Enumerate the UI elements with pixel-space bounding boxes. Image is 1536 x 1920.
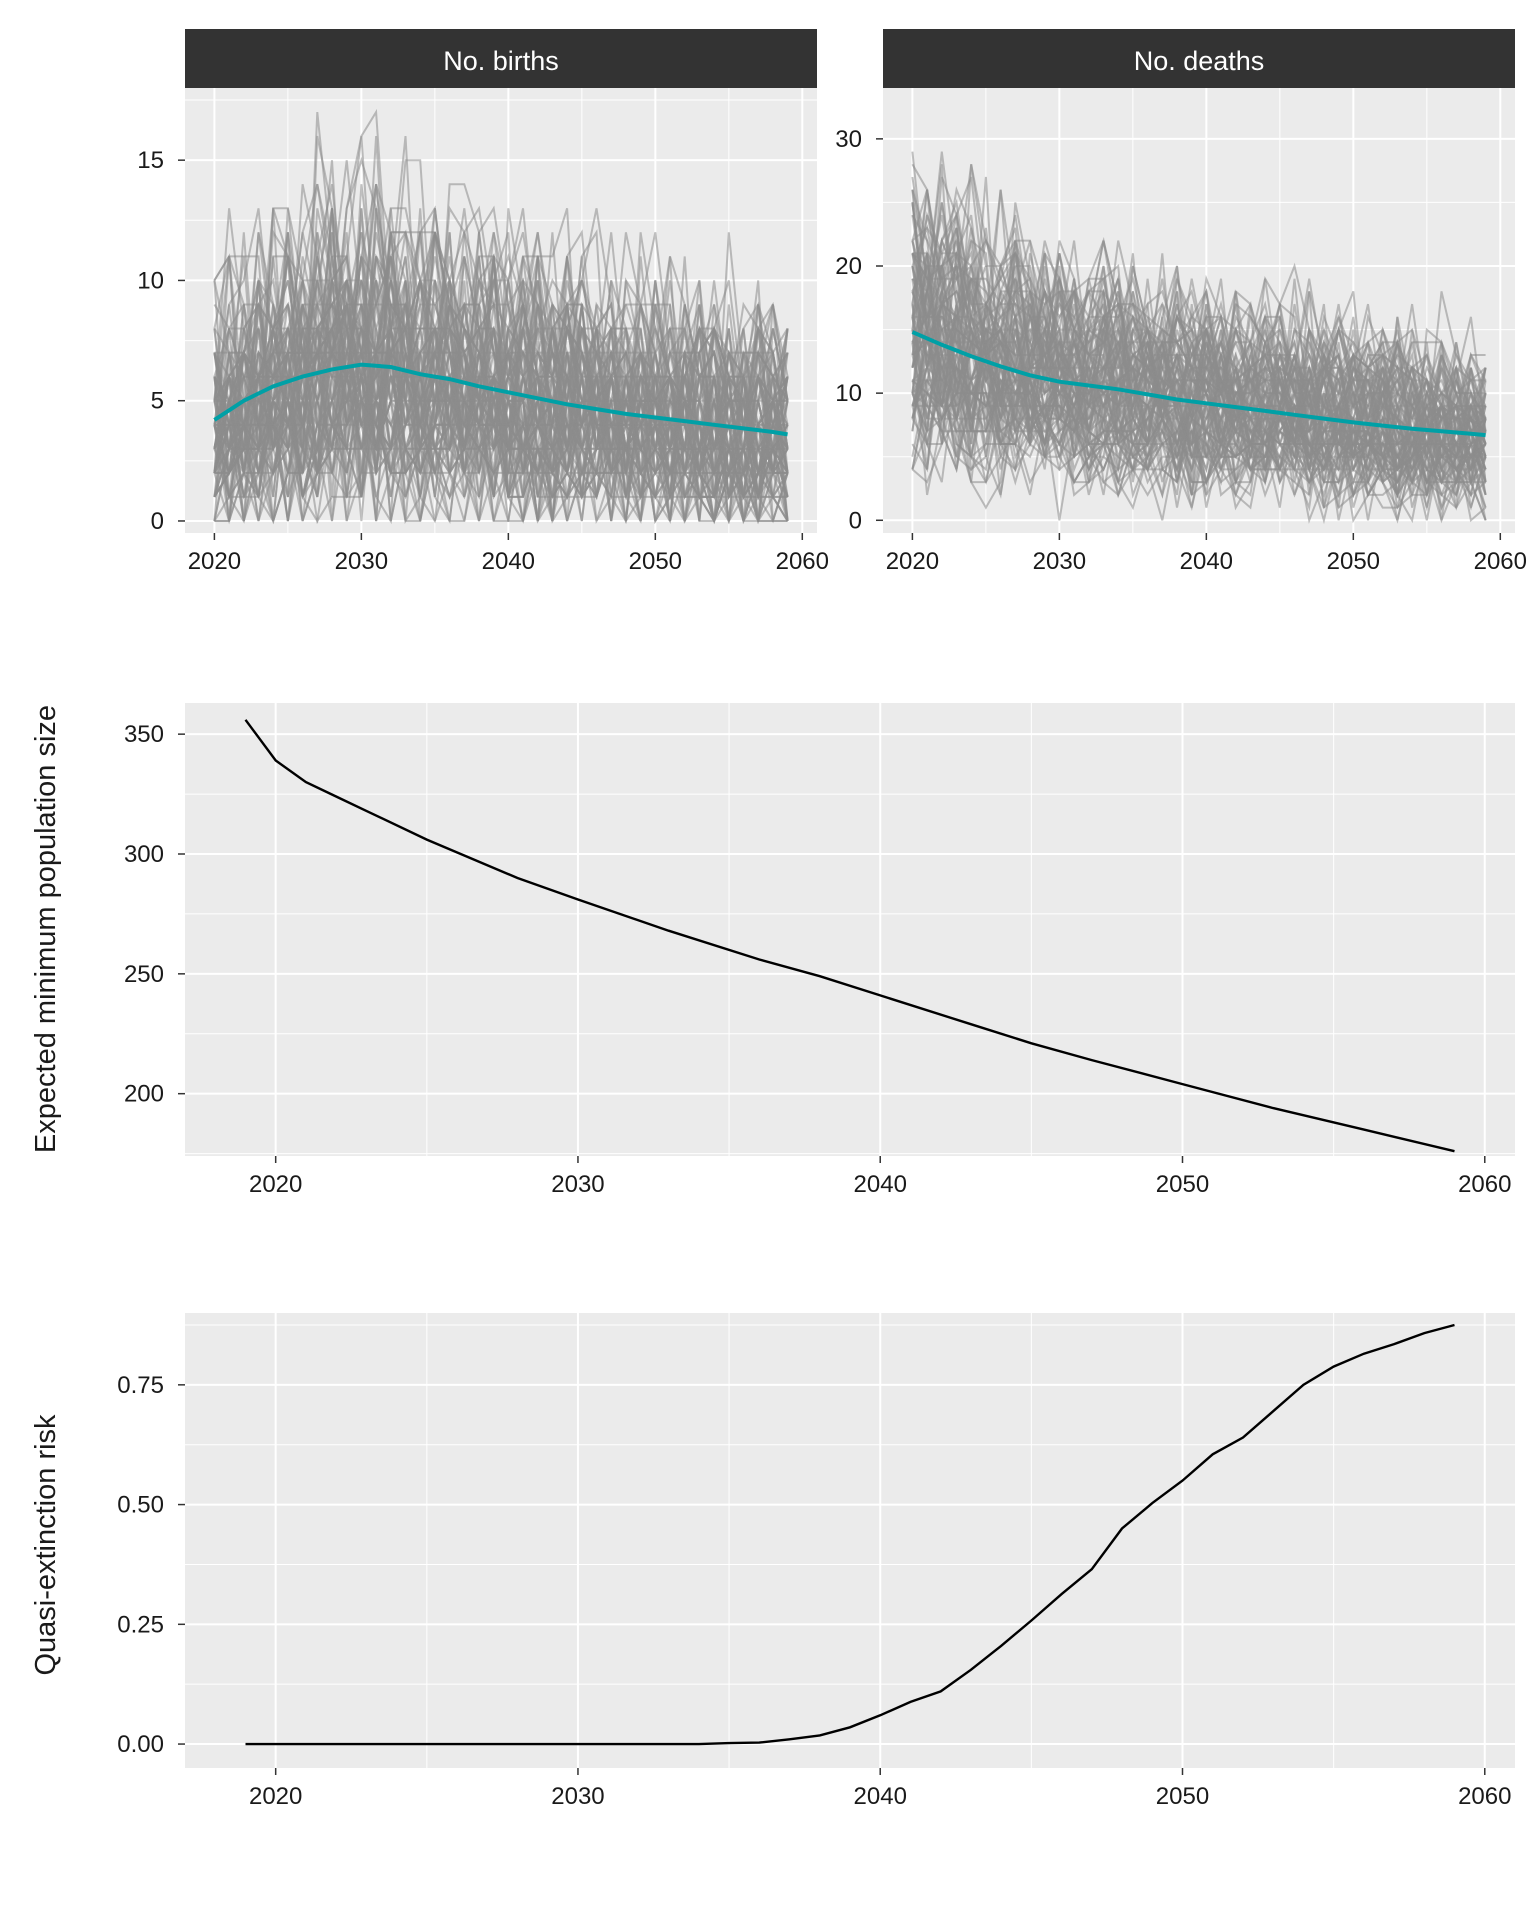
y-tick-label: 0	[849, 507, 862, 534]
plot-background-extinction-risk	[185, 1313, 1515, 1768]
y-tick-label: 300	[124, 841, 164, 868]
x-tick-label: 2020	[886, 548, 939, 575]
x-tick-label: 2050	[1156, 1171, 1209, 1198]
strip-births	[185, 29, 817, 88]
y-axis-title-min-population: Expected minimum population size	[30, 705, 62, 1153]
x-axis-ticks-deaths: 2020 2030 2040 2050 2060	[886, 548, 1527, 575]
y-axis-ticks-births: 0 5 10 15	[137, 147, 164, 535]
simulation-trajectory	[214, 304, 789, 524]
facet-births-panel: No. births 0 5 10 15 2020 2030 2040 2050…	[137, 29, 829, 575]
x-axis-ticks-births: 2020 2030 2040 2050 2060	[188, 548, 829, 575]
x-tick-label: 2050	[629, 548, 682, 575]
x-tick-label: 2020	[249, 1783, 302, 1810]
x-tick-label: 2060	[776, 548, 829, 575]
x-tick-label: 2040	[854, 1783, 907, 1810]
y-tick-label: 30	[835, 126, 862, 153]
facet-deaths-panel: No. deaths 0 10 20 30 2020 2030 2040 205…	[835, 29, 1527, 575]
simulation-trajectory	[911, 214, 1487, 486]
simulation-trajectory	[911, 151, 1487, 460]
x-tick-label: 2060	[1458, 1783, 1511, 1810]
y-tick-label: 250	[124, 961, 164, 988]
simulation-trajectory	[911, 315, 1487, 496]
strip-label-deaths: No. deaths	[1134, 46, 1265, 76]
x-tick-label: 2020	[249, 1171, 302, 1198]
simulation-trajectory	[213, 302, 789, 524]
simulation-trajectory	[911, 329, 1487, 487]
x-tick-label: 2040	[1180, 548, 1233, 575]
x-tick-label: 2050	[1156, 1783, 1209, 1810]
y-axis-ticks-extinction-risk: 0.00 0.25 0.50 0.75	[117, 1372, 164, 1758]
extinction-risk-line	[245, 1323, 1455, 1746]
y-tick-label: 10	[137, 267, 164, 294]
strip-label-births: No. births	[443, 46, 559, 76]
y-tick-label: 10	[835, 380, 862, 407]
y-tick-label: 5	[151, 388, 164, 415]
simulation-trajectory	[911, 291, 1487, 508]
x-axis-ticks-min-population: 2020 2030 2040 2050 2060	[249, 1171, 1511, 1198]
y-tick-label: 20	[835, 253, 862, 280]
x-tick-label: 2030	[551, 1171, 604, 1198]
simulation-trajectory	[213, 280, 789, 500]
x-axis-ticks-extinction-risk: 2020 2030 2040 2050 2060	[249, 1783, 1511, 1810]
y-tick-label: 200	[124, 1081, 164, 1108]
simulation-lines-deaths	[911, 151, 1487, 525]
mean-line-deaths	[911, 330, 1486, 438]
plot-background-min-population	[185, 703, 1515, 1156]
y-tick-label: 0	[151, 508, 164, 535]
mean-line-births	[213, 362, 788, 437]
min-population-panel: Expected minimum population size 200 250…	[30, 703, 1515, 1198]
x-tick-label: 2040	[854, 1171, 907, 1198]
x-tick-label: 2030	[1033, 548, 1086, 575]
simulation-trajectory	[911, 315, 1487, 474]
y-tick-label: 0.00	[117, 1731, 164, 1758]
extinction-risk-panel: Quasi-extinction risk 0.00 0.25 0.50 0.7…	[30, 1313, 1515, 1810]
y-tick-label: 350	[124, 721, 164, 748]
y-tick-label: 0.75	[117, 1372, 164, 1399]
x-tick-label: 2050	[1327, 548, 1380, 575]
simulation-trajectory	[911, 265, 1487, 496]
y-tick-label: 0.25	[117, 1611, 164, 1638]
x-tick-label: 2060	[1474, 548, 1527, 575]
strip-deaths	[883, 29, 1515, 88]
x-tick-label: 2030	[335, 548, 388, 575]
simulation-lines-births	[213, 108, 789, 525]
y-tick-label: 15	[137, 147, 164, 174]
x-tick-label: 2020	[188, 548, 241, 575]
gridlines-extinction-risk	[185, 1313, 1515, 1768]
simulation-trajectory	[213, 184, 789, 474]
x-tick-label: 2060	[1458, 1171, 1511, 1198]
y-tick-label: 0.50	[117, 1492, 164, 1519]
simulation-trajectory	[911, 227, 1486, 460]
x-tick-label: 2030	[551, 1783, 604, 1810]
y-axis-ticks-min-population: 200 250 300 350	[124, 721, 164, 1108]
simulation-trajectory	[213, 277, 789, 524]
x-tick-label: 2040	[482, 548, 535, 575]
min-population-line	[244, 719, 1455, 1153]
y-axis-title-extinction-risk: Quasi-extinction risk	[30, 1414, 62, 1676]
simulation-trajectory	[911, 327, 1487, 499]
y-axis-ticks-deaths: 0 10 20 30	[835, 126, 862, 534]
gridlines-min-population	[185, 703, 1515, 1156]
